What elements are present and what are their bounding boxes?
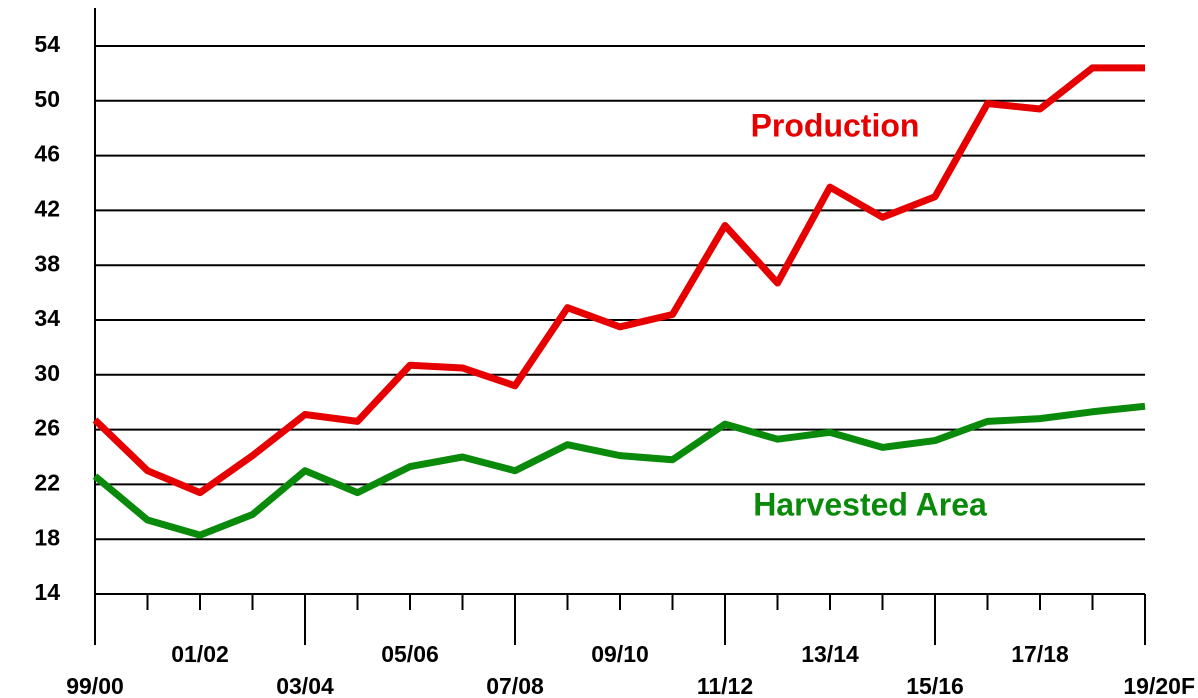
y-tick-label: 42 [34, 195, 60, 221]
x-tick-label: 13/14 [801, 641, 859, 667]
y-tick-label: 18 [34, 524, 60, 550]
series-label: Production [751, 107, 920, 143]
x-tick-label: 99/00 [66, 673, 124, 698]
y-tick-label: 38 [34, 250, 60, 276]
x-tick-label: 19/20F [1123, 673, 1195, 698]
series-label: Harvested Area [753, 486, 987, 522]
y-tick-label: 54 [34, 31, 60, 57]
x-tick-label: 17/18 [1011, 641, 1069, 667]
y-tick-label: 30 [34, 360, 60, 386]
y-tick-label: 26 [34, 415, 60, 441]
x-tick-label: 07/08 [486, 673, 544, 698]
x-tick-label: 01/02 [171, 641, 229, 667]
y-tick-label: 46 [34, 141, 60, 167]
y-tick-label: 22 [34, 469, 60, 495]
x-tick-label: 09/10 [591, 641, 649, 667]
y-tick-label: 14 [34, 579, 60, 605]
x-tick-label: 11/12 [697, 673, 753, 698]
y-tick-label: 50 [34, 86, 60, 112]
series-line [92, 64, 1145, 497]
y-tick-label: 34 [34, 305, 60, 331]
x-tick-label: 05/06 [381, 641, 439, 667]
x-tick-label: 15/16 [906, 673, 964, 698]
x-tick-label: 03/04 [276, 673, 334, 698]
series-line [92, 402, 1146, 539]
